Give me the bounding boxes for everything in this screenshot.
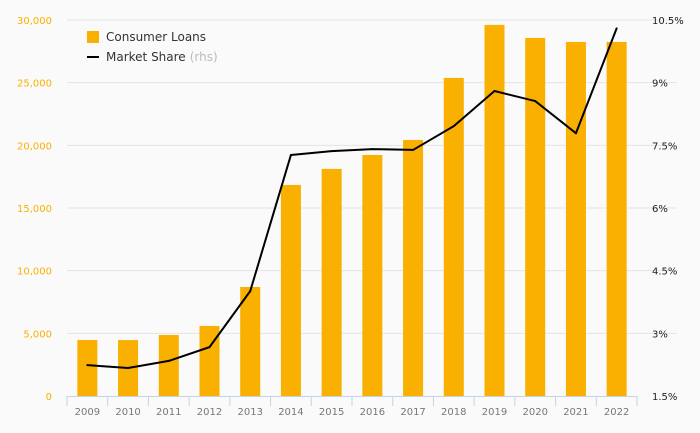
line-point-2013 [249, 290, 252, 293]
legend-item-market-share[interactable]: Market Share (rhs) [87, 47, 218, 67]
x-tick-label: 2018 [441, 407, 466, 418]
line-point-2011 [167, 359, 170, 362]
x-tick-label: 2011 [156, 407, 181, 418]
x-tick-label: 2022 [604, 407, 629, 418]
line-point-2018 [452, 125, 455, 128]
x-tick-label: 2017 [400, 407, 425, 418]
line-point-2021 [574, 132, 577, 135]
x-tick-label: 2010 [115, 407, 140, 418]
bar-2014 [280, 184, 301, 396]
x-tick-label: 2015 [319, 407, 344, 418]
line-point-2012 [208, 346, 211, 349]
left-tick-label: 20,000 [17, 141, 52, 152]
line-point-2019 [493, 90, 496, 93]
x-tick-label: 2009 [75, 407, 100, 418]
bar-2020 [525, 37, 546, 396]
line-point-2014 [289, 153, 292, 156]
line-point-2017 [412, 148, 415, 151]
left-tick-label: 15,000 [17, 204, 52, 215]
x-tick-label: 2016 [360, 407, 385, 418]
bar-2016 [362, 154, 383, 396]
legend-item-consumer-loans[interactable]: Consumer Loans [87, 27, 218, 47]
x-tick-label: 2020 [522, 407, 547, 418]
line-point-2022 [615, 27, 618, 30]
right-tick-label: 7.5% [652, 141, 677, 152]
line-point-2010 [127, 367, 130, 370]
bar-2011 [158, 334, 179, 396]
bar-2018 [443, 77, 464, 397]
line-point-2009 [86, 364, 89, 367]
right-tick-label: 10.5% [652, 16, 684, 27]
bar-2022 [606, 41, 627, 396]
line-point-2016 [371, 148, 374, 151]
bar-2013 [240, 286, 261, 396]
left-tick-label: 5,000 [23, 329, 52, 340]
x-tick-label: 2019 [482, 407, 507, 418]
bar-2015 [321, 168, 342, 396]
right-tick-label: 1.5% [652, 392, 677, 403]
legend-swatch-bar [87, 31, 99, 43]
legend: Consumer Loans Market Share (rhs) [87, 27, 218, 67]
x-tick-label: 2013 [237, 407, 262, 418]
line-point-2020 [534, 100, 537, 103]
legend-suffix: (rhs) [189, 50, 218, 64]
left-tick-label: 25,000 [17, 79, 52, 90]
bar-2019 [484, 24, 505, 396]
right-tick-label: 9% [652, 79, 668, 90]
right-tick-label: 4.5% [652, 267, 677, 278]
right-tick-label: 3% [652, 329, 668, 340]
bar-2017 [403, 139, 424, 396]
x-tick-label: 2014 [278, 407, 303, 418]
bar-2012 [199, 325, 220, 396]
left-tick-label: 30,000 [17, 16, 52, 27]
x-tick-label: 2012 [197, 407, 222, 418]
legend-swatch-line [87, 56, 99, 58]
legend-label: Consumer Loans [106, 30, 207, 44]
x-tick-label: 2021 [563, 407, 588, 418]
left-tick-label: 10,000 [17, 267, 52, 278]
market-share-line [87, 27, 618, 370]
right-tick-label: 6% [652, 204, 668, 215]
legend-label: Market Share [106, 50, 186, 64]
bar-2021 [565, 41, 586, 396]
bar-2009 [77, 339, 98, 396]
left-tick-label: 0 [46, 392, 52, 403]
line-point-2015 [330, 150, 333, 153]
